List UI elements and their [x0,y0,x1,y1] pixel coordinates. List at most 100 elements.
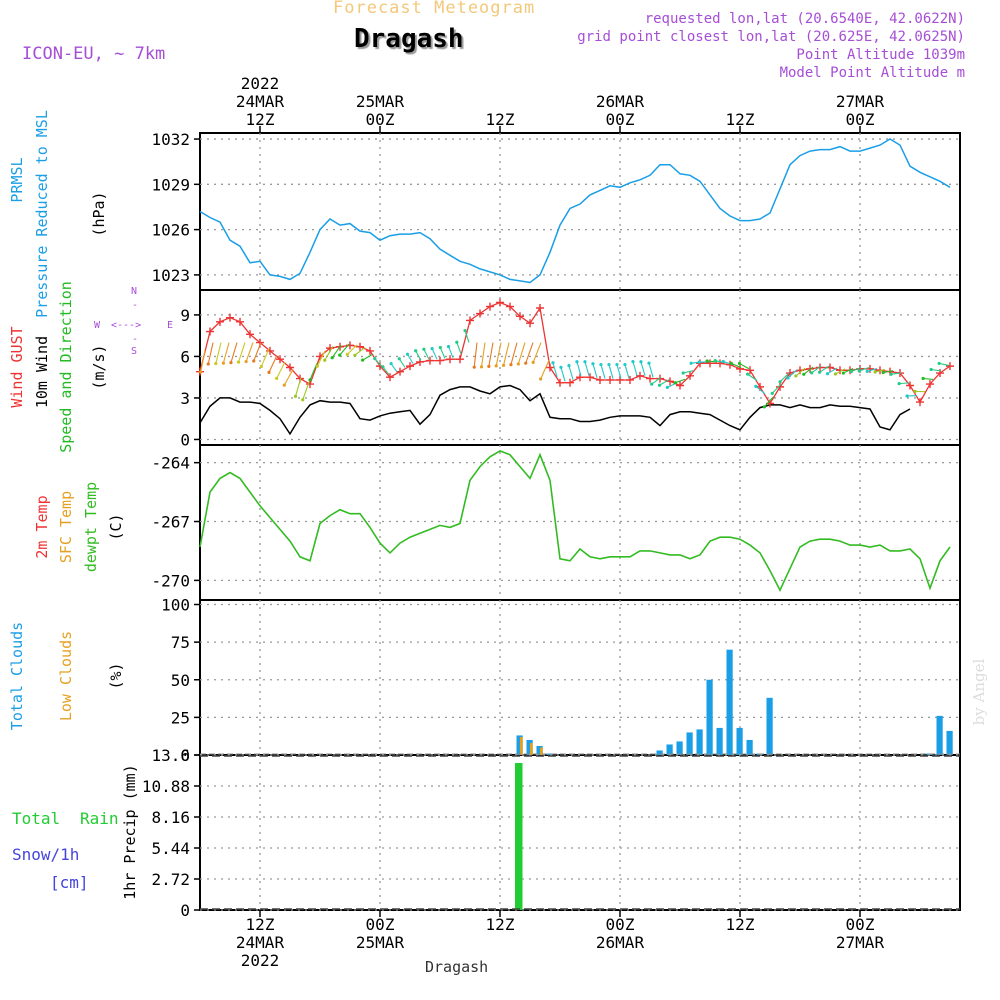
wind-direction-arrow [552,362,558,377]
pressure-series-line [199,138,951,284]
wind-direction-arrow [592,363,598,378]
wind-direction-arrowhead [206,362,210,366]
low-cloud-bar [519,736,523,755]
wind-direction-arrow [517,342,526,365]
wind-direction-arrowhead [794,374,798,378]
wind-direction-arrowhead [509,363,513,367]
wind-gust-marker [486,302,494,311]
precip-tick-label: 5.44 [151,839,190,858]
pressure-msl-label: Pressure Reduced to MSL [33,110,51,318]
panel-frame-temp [199,444,961,601]
wind-gust-marker [366,346,374,355]
wind-gust-marker [566,378,574,387]
wind-direction-arrowhead [463,328,467,333]
wind-direction-arrowhead [361,358,365,362]
wind-direction-arrowhead [282,383,286,387]
total-rain-label-total: Total [12,809,61,828]
wind-direction-arrow [423,348,430,360]
wind-direction-arrowhead [713,358,717,363]
wind-gust-marker [666,377,674,386]
total-cloud-bar [716,727,723,755]
wind-gust-marker [206,327,214,336]
wind-direction-arrow [245,342,254,362]
wind-gust-marker [236,317,244,326]
precip-tick-label: 13.6 [151,746,190,765]
wind-direction-arrow [576,361,582,376]
wind-direction-arrowhead [494,364,498,368]
top-time-label: 00Z [846,110,875,129]
wind-direction-arrow [731,362,742,369]
wind-direction-arrowhead [472,365,476,369]
precip-tick-label: 10.88 [142,777,190,796]
point-altitude: Point Altitude 1039m [796,47,965,63]
wind-direction-arrowhead [414,349,418,353]
wind-direction-arrow [238,342,246,363]
wind-direction-arrow [268,355,278,373]
low-cloud-bar [539,747,543,755]
bottom-time-label: 26MAR [596,933,645,952]
wind-direction-arrowhead [754,384,758,388]
wind-direction-arrow [398,358,406,368]
pressure-unit-label: (hPa) [90,191,108,237]
wind-direction-arrow [651,377,662,385]
top-time-label: 12Z [246,110,275,129]
wind-direction-arrow [525,342,534,364]
wind-direction-arrowhead [770,391,774,395]
wind-direction-arrowhead [323,358,327,362]
wind-direction-arrow [867,367,878,372]
wind-direction-arrow [495,342,502,366]
compass-east: E [167,320,174,331]
total-cloud-bar [676,741,683,755]
wind-direction-arrowhead [650,382,654,386]
wind-direction-arrow [568,365,574,380]
low-cloud-bar [529,742,533,755]
dewpoint-series-line [199,450,951,593]
compass-north: N [131,286,138,297]
total-cloud-bar [666,744,673,755]
wind-direction-arrowhead [353,353,357,357]
clouds-tick-label: 75 [171,633,190,652]
wind-direction-arrow [763,396,774,408]
wind-direction-arrow [608,364,614,379]
wind-direction-arrowhead [252,359,256,363]
panel-frame-precip [199,754,961,911]
wind-direction-arrow [464,330,470,343]
bottom-time-label: 00Z [846,915,875,934]
wind-direction-arrowhead [259,364,263,369]
wind-direction-arrowhead [786,376,790,380]
wind-gust-marker [456,355,464,364]
wind-tick-label: 9 [180,306,190,325]
wind-direction-arrow [382,366,390,376]
wind-direction-arrowhead [338,353,342,357]
clouds-tick-label: 100 [161,596,190,615]
wind-gust-marker [866,364,874,373]
wind-direction-arrow [407,353,414,364]
wind-gust-marker [246,330,254,339]
wind-direction-arrow [260,348,270,367]
wind-direction-arrow [923,377,934,380]
top-time-label: 25MAR [356,92,405,111]
wind-direction-arrowhead [199,370,203,374]
wind-direction-arrow [891,372,902,375]
wind-direction-arrow [283,369,294,386]
wind-direction-arrow [632,361,638,376]
wind-direction-arrow [215,342,222,364]
total-cloud-bar [696,729,703,755]
wind-direction-arrowhead [267,370,271,375]
wind-direction-arrowhead [905,394,909,398]
wind-gust-marker [746,366,754,375]
wind-direction-arrowhead [881,370,885,375]
wind-direction-arrowhead [849,369,853,374]
wind-direction-arrowhead [531,360,535,364]
wind-direction-arrow [616,364,622,379]
bottom-time-label: 25MAR [356,933,405,952]
wind-direction-arrowhead [479,365,484,369]
wind-gust-marker [916,398,924,407]
wind-direction-arrow [835,368,846,375]
wind-direction-arrowhead [315,364,319,368]
wind-direction-arrowhead [591,362,595,366]
wind-direction-arrowhead [673,381,677,385]
wind-direction-arrowhead [446,344,451,349]
wind-direction-arrowhead [681,371,685,375]
wind-direction-arrowhead [607,362,611,367]
